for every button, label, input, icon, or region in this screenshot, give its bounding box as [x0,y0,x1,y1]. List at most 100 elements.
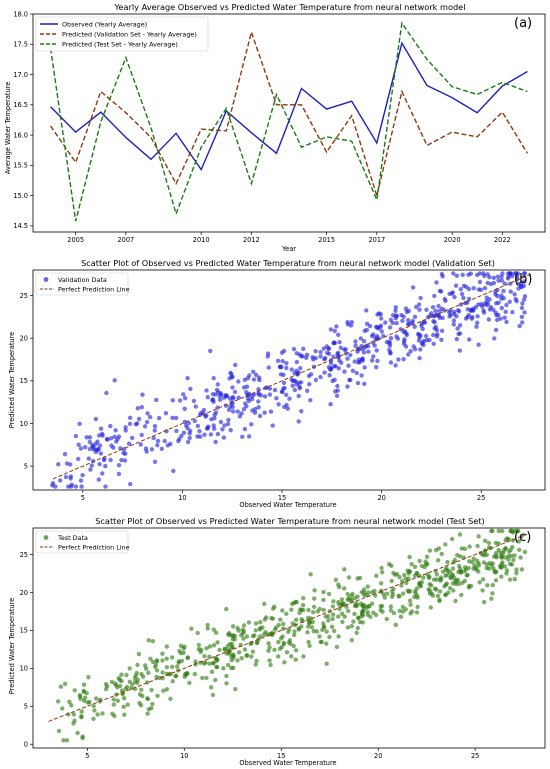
scatter-point [480,304,485,309]
scatter-point [416,302,422,307]
scatter-point [226,417,231,423]
scatter-point [86,456,92,461]
scatter-point [242,426,248,432]
scatter-point [412,564,418,570]
scatter-point [226,662,231,668]
scatter-point [373,324,379,330]
scatter-point [94,447,100,452]
scatter-point [508,289,513,294]
scatter-point [434,572,439,577]
scatter-point [409,609,415,614]
scatter-point [210,397,216,402]
scatter-point [397,574,402,580]
x-tick-label: 15 [277,752,285,760]
scatter-point [78,478,84,483]
scatter-point [289,607,294,612]
scatter-point [211,660,216,666]
scatter-point [72,688,77,693]
scatter-point [280,359,285,364]
scatter-point [335,383,340,389]
perfect-prediction-line [52,273,532,480]
scatter-point [332,328,337,334]
scatter-point [352,611,357,617]
scatter-point [459,291,465,297]
scatter-point [517,547,522,552]
scatter-point [232,389,238,395]
scatter-point [147,414,153,420]
scatter-point [439,328,445,333]
scatter-point [368,614,373,619]
scatter-point [435,593,441,599]
scatter-point [322,357,327,362]
scatter-point [499,278,504,283]
scatter-point [349,623,354,629]
scatter-point [426,587,431,592]
scatter-point [152,424,158,429]
scatter-point [121,704,126,709]
scatter-point [230,624,236,629]
panel-b-label: (b) [514,272,532,287]
scatter-point [388,360,394,365]
scatter-point [221,666,226,671]
scatter-point [297,610,302,616]
scatter-point [308,572,313,577]
scatter-point [170,679,175,684]
scatter-point [63,474,69,480]
scatter-point [121,450,126,456]
scatter-point [311,604,317,610]
scatter-point [291,346,297,352]
scatter-point [332,364,337,369]
scatter-point [272,647,277,652]
scatter-point [496,547,501,553]
scatter-point [228,428,233,433]
scatter-point [58,478,63,483]
scatter-point [507,577,513,582]
scatter-point [488,281,494,287]
scatter-point [406,589,411,594]
scatter-point [314,629,319,634]
scatter-point [369,333,375,339]
scatter-point [184,671,190,676]
scatter-point [192,418,197,424]
scatter-point [403,607,408,612]
scatter-point [431,341,436,346]
scatter-point [292,629,297,634]
scatter-point [507,549,512,554]
scatter-point [293,648,299,653]
scatter-point [160,651,165,656]
scatter-point [243,401,248,406]
scatter-point [195,630,200,636]
scatter-point [486,317,491,322]
scatter-point [470,315,475,320]
scatter-point [333,389,338,394]
scatter-point [493,292,498,297]
scatter-point [80,473,85,478]
scatter-point [56,462,61,467]
scatter-point [155,443,160,448]
scatter-point [324,641,329,646]
scatter-point [380,570,385,575]
scatter-point [494,555,499,560]
scatter-point [350,368,356,373]
y-tick-label: 15 [20,377,28,385]
scatter-point [417,558,422,564]
scatter-point [498,316,503,321]
scatter-point [522,310,527,315]
scatter-point [423,559,428,564]
scatter-point [501,288,506,294]
scatter-point [211,643,217,648]
scatter-point [294,359,299,365]
scatter-point [454,273,459,278]
scatter-point [487,297,492,302]
scatter-point [482,273,487,279]
scatter-point [467,337,472,342]
scatter-point [456,331,461,337]
scatter-point [484,562,490,567]
scatter-point [352,603,358,608]
scatter-point [421,342,426,348]
scatter-point [305,388,310,393]
scatter-point [92,708,97,713]
scatter-point [261,632,267,637]
scatter-point [436,303,441,309]
scatter-point [268,409,274,414]
